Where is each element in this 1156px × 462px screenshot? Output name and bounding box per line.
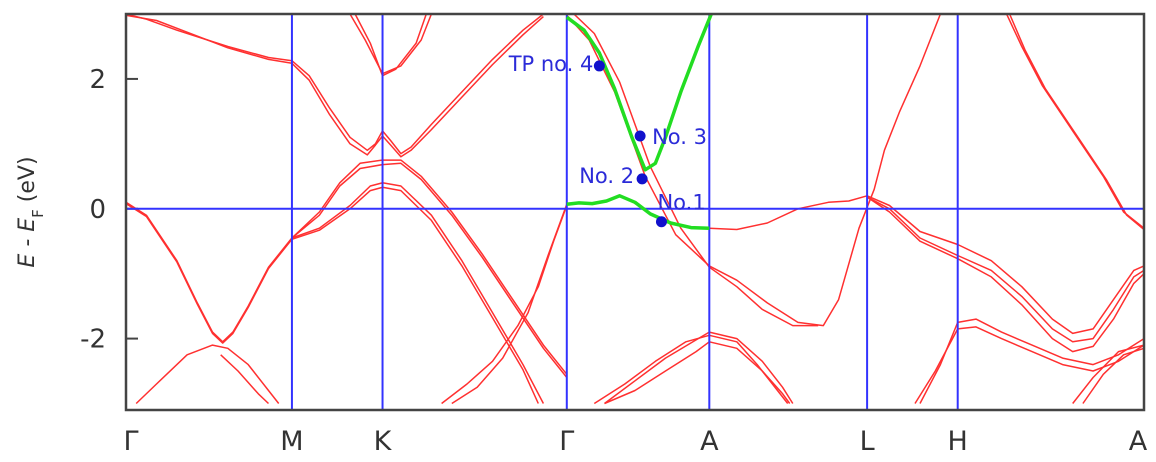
plot-area [126, 14, 1144, 410]
band-line-12 [441, 205, 568, 405]
band-lines [126, 14, 1144, 405]
annotation-3: No. 3 [652, 125, 707, 149]
point-annotations: No.1 No. 2 No. 3 TP no. 4 [508, 52, 707, 215]
band-line-19 [1005, 14, 1144, 229]
y-label-unit: (eV) [15, 156, 40, 209]
band-line-17 [866, 196, 1144, 343]
band-line-24 [604, 331, 794, 405]
annotation-1: No.1 [657, 191, 705, 215]
band-line-7 [135, 344, 280, 405]
high-symmetry-lines [290, 14, 959, 410]
y-label-sub: F [29, 209, 47, 218]
crossing-point-4 [593, 60, 605, 72]
annotation-2: No. 2 [579, 164, 634, 188]
y-tick-label-3: -2 [80, 325, 106, 355]
band-line-3 [126, 182, 545, 404]
crossing-point-2 [636, 173, 648, 185]
crossing-point-1 [655, 216, 667, 228]
kpoint-label-1: Γ [123, 426, 138, 457]
highlighted-bands [565, 14, 713, 230]
band-line-9 [349, 14, 433, 75]
highlight-band-lower [566, 194, 710, 230]
kpoint-label-7: H [948, 426, 968, 457]
crossing-point-3 [634, 130, 646, 142]
band-line-16 [866, 195, 1144, 335]
kpoint-label-6: L [860, 426, 875, 457]
band-line-1 [126, 14, 544, 155]
band-line-14 [573, 14, 819, 327]
band-line-25 [604, 341, 791, 405]
band-line-21 [919, 318, 1144, 404]
band-line-27 [1082, 347, 1144, 404]
highlight-band-upper [565, 14, 713, 172]
band-line-15 [709, 195, 868, 231]
kpoint-label-2: M [280, 426, 303, 457]
band-line-6 [291, 159, 568, 375]
band-line-11 [451, 203, 568, 405]
band-line-2 [126, 14, 544, 158]
plot-frame [124, 12, 1146, 412]
y-tick-label-2: 0 [89, 195, 106, 225]
y-tick-label-1: 2 [89, 65, 106, 95]
band-line-26 [1072, 344, 1144, 404]
y-label-main: E - E [15, 218, 40, 268]
band-line-4 [126, 186, 539, 404]
kpoint-label-8: A [1129, 426, 1148, 457]
y-axis-label: E - EF (eV) [15, 156, 47, 267]
band-line-23 [593, 334, 789, 405]
band-line-22 [914, 326, 1144, 404]
kpoint-label-4: Γ [559, 426, 574, 457]
band-line-20 [1008, 14, 1144, 231]
y-axis-label-text: E - EF (eV) [15, 156, 47, 267]
kpoint-label-5: A [700, 426, 719, 457]
band-line-8 [220, 354, 270, 405]
annotation-4: TP no. 4 [508, 52, 594, 76]
band-line-5 [291, 162, 568, 378]
crossing-points [593, 60, 667, 228]
band-line-10 [354, 14, 428, 77]
y-ticks: 2 0 -2 [80, 65, 138, 355]
band-line-18 [866, 196, 1144, 353]
kpoint-label-3: K [374, 426, 393, 457]
